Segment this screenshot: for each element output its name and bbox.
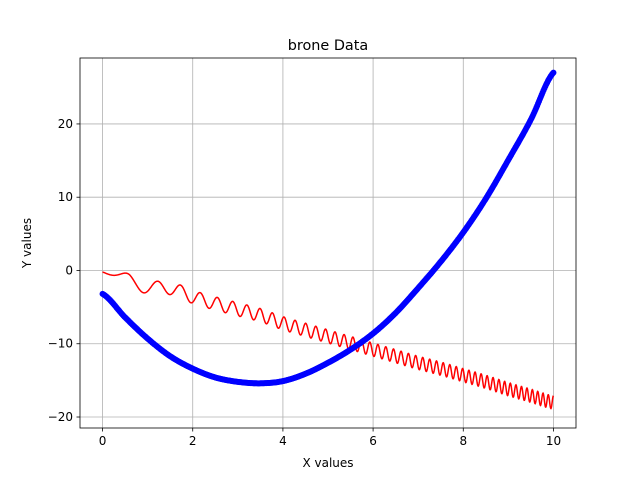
series-blue-point [550, 69, 557, 76]
series-red-line [102, 271, 555, 410]
x-tick-label: 2 [189, 434, 197, 448]
y-tick-label: 10 [58, 190, 73, 204]
x-axis-label: X values [302, 456, 353, 470]
axis-ticks: 0 2 4 6 8 10 −20 −10 0 10 20 [48, 117, 561, 448]
y-tick-label: 20 [58, 117, 73, 131]
x-tick-label: 6 [369, 434, 377, 448]
plot-area [99, 69, 557, 410]
grid-lines [80, 58, 576, 428]
y-tick-label: 0 [65, 263, 73, 277]
plot-frame [79, 57, 577, 429]
series-blue-markers [99, 69, 557, 387]
x-tick-label: 10 [546, 434, 561, 448]
x-tick-label: 8 [459, 434, 467, 448]
y-tick-label: −10 [48, 337, 73, 351]
chart-title: brone Data [288, 38, 368, 54]
x-tick-label: 4 [279, 434, 287, 448]
y-tick-label: −20 [48, 410, 73, 424]
y-axis-label: Y values [20, 218, 34, 269]
x-tick-label: 0 [99, 434, 107, 448]
